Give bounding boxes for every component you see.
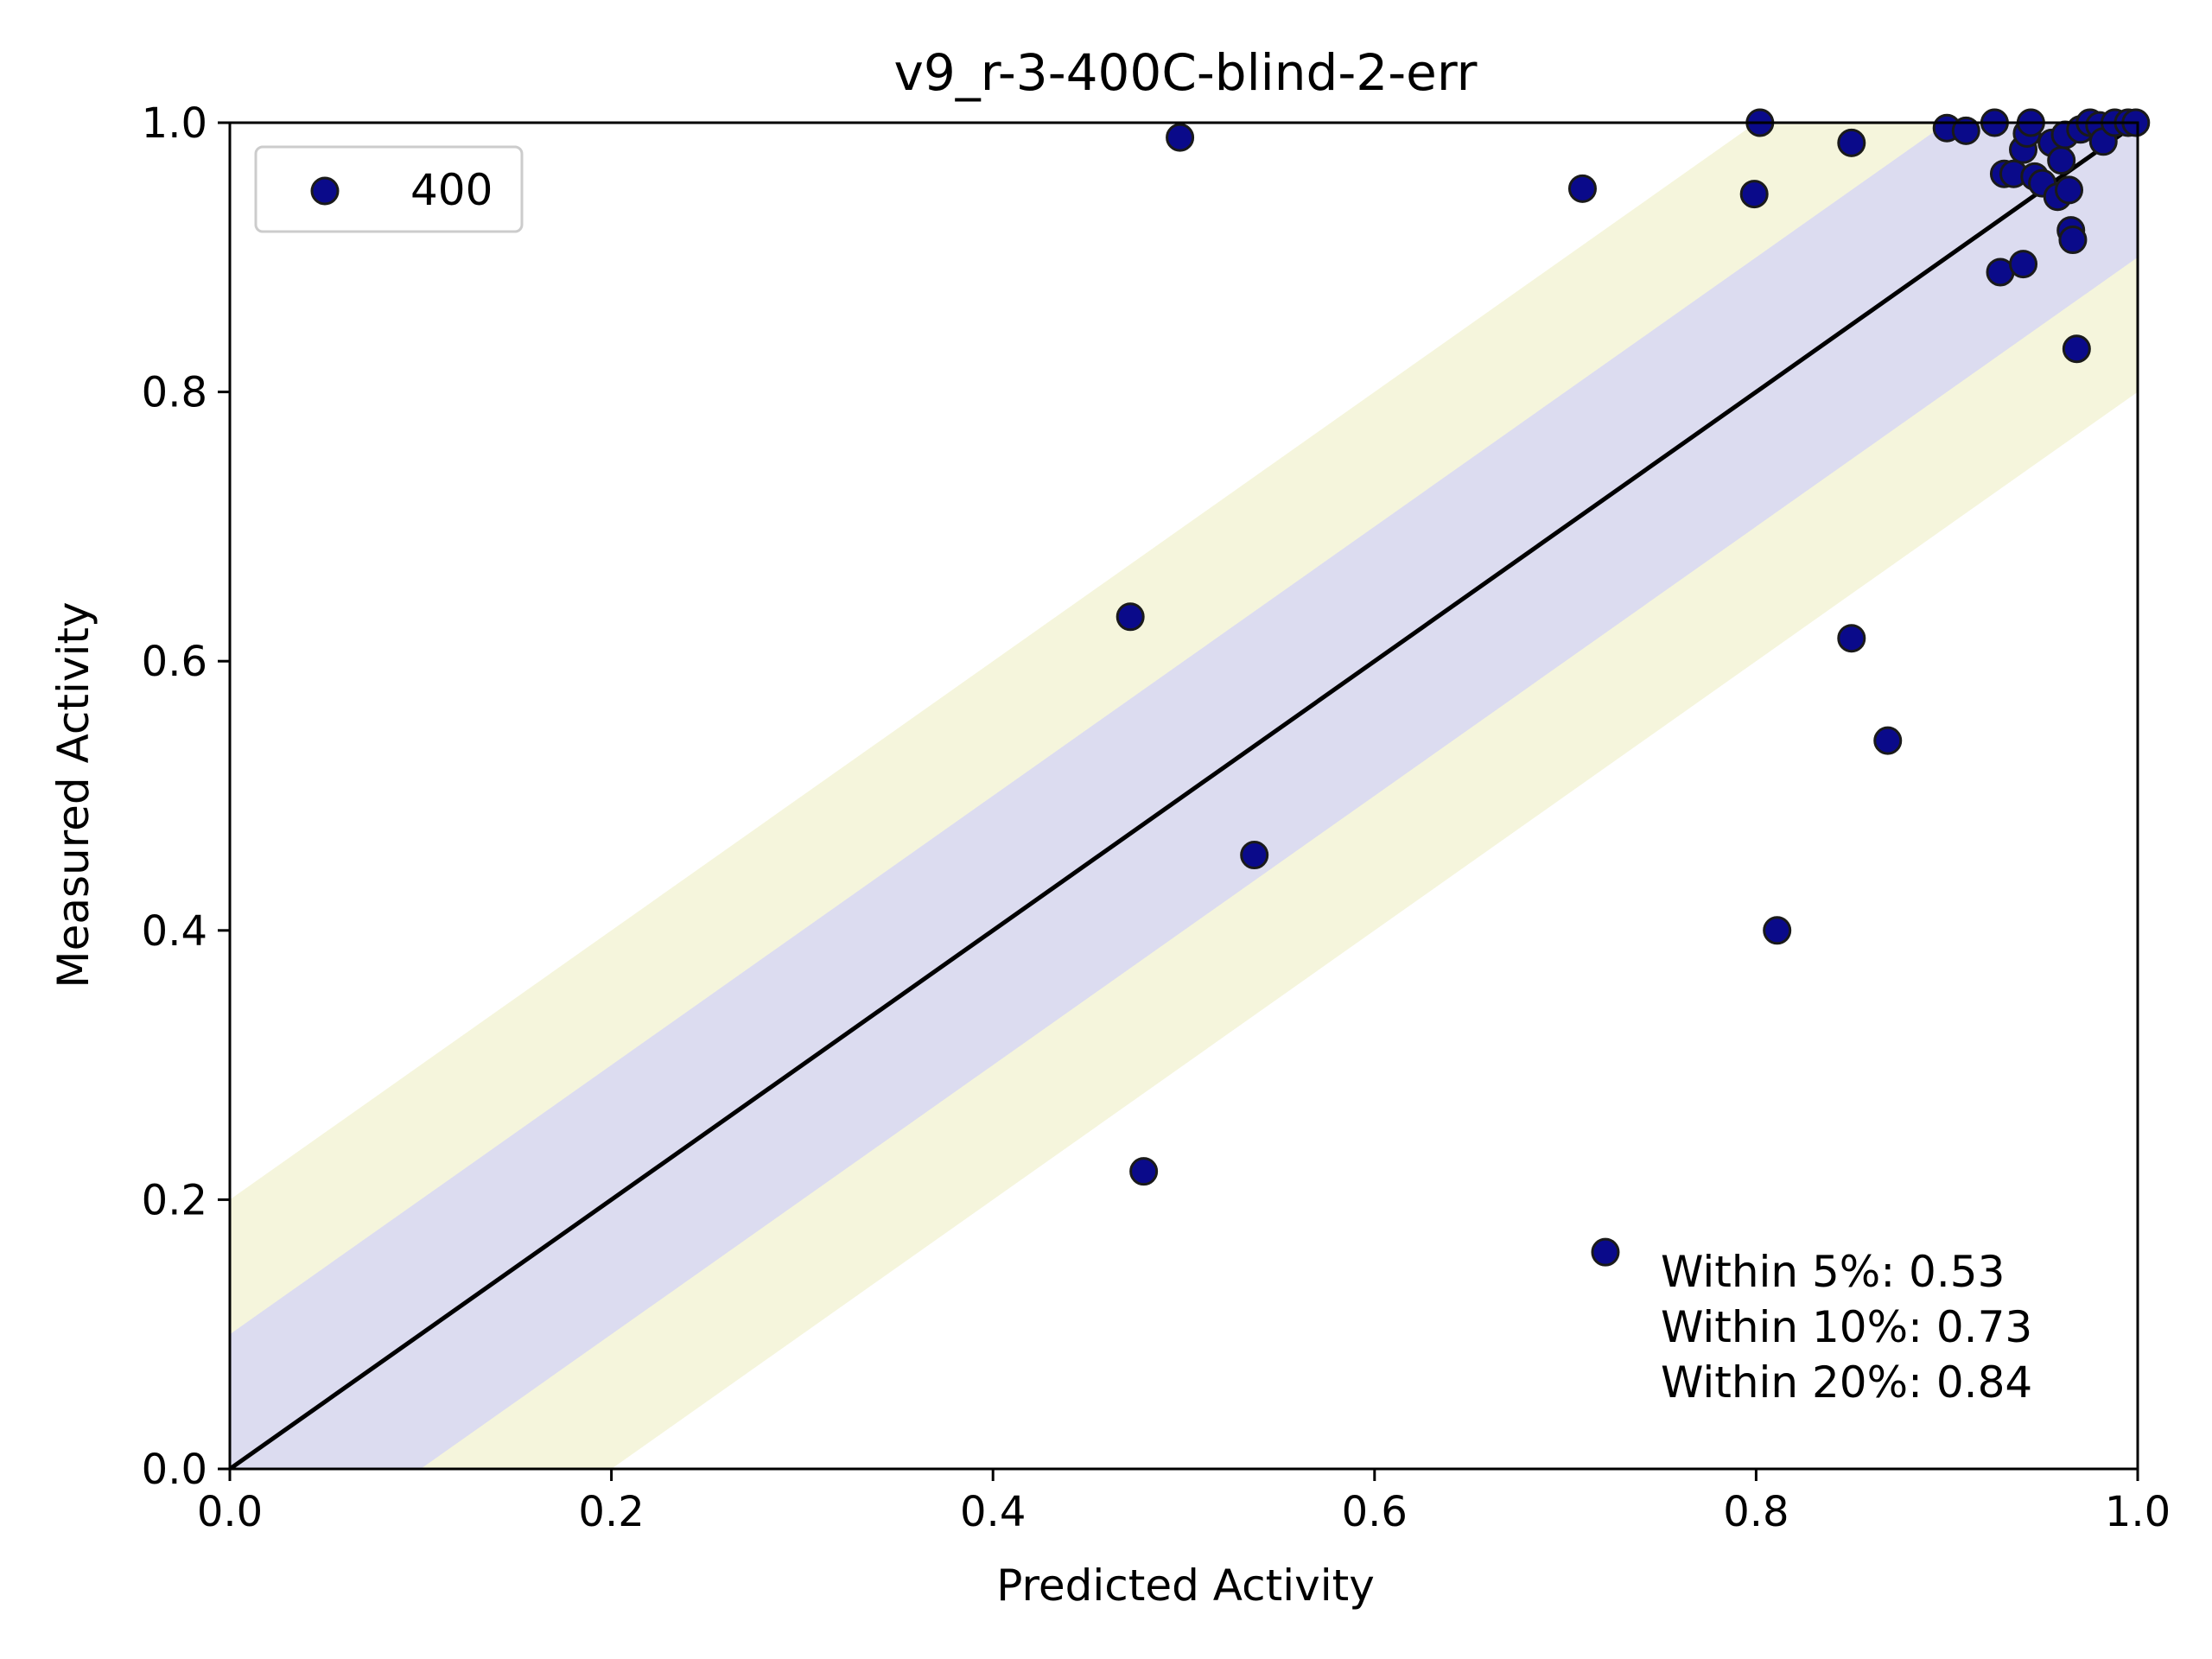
within-10-stat: Within 10%: 0.73 xyxy=(1661,1302,2032,1352)
data-point xyxy=(1591,1237,1620,1267)
x-axis-label: Predicted Activity xyxy=(996,1560,1375,1611)
y-tick-label: 0.4 xyxy=(142,907,207,956)
y-axis-label: Measured Activity xyxy=(48,601,99,988)
data-point xyxy=(2009,250,2038,279)
y-tick-label: 0.2 xyxy=(142,1176,207,1224)
plot-area xyxy=(228,108,2151,1471)
y-tick-label: 0.8 xyxy=(142,369,207,417)
data-point xyxy=(1951,116,1980,145)
data-points xyxy=(1116,108,2151,1267)
x-tick-label: 1.0 xyxy=(2105,1488,2171,1536)
within-20-stat: Within 20%: 0.84 xyxy=(1661,1357,2032,1408)
data-point xyxy=(1739,180,1769,209)
legend-label: 400 xyxy=(410,165,493,215)
data-point xyxy=(1166,123,1195,152)
data-point xyxy=(1240,841,1269,870)
chart-title: v9_r-3-400C-blind-2-err xyxy=(894,43,1478,102)
data-point xyxy=(1763,916,1792,945)
y-tick-label: 0.0 xyxy=(142,1446,207,1494)
data-point xyxy=(2055,175,2084,205)
data-point xyxy=(2058,226,2088,255)
plot-frame xyxy=(228,121,2139,1471)
legend-marker xyxy=(310,176,340,206)
legend-frame xyxy=(254,145,524,233)
within-stats-annotation: Within 5%: 0.53 Within 10%: 0.73 Within … xyxy=(1661,1247,2032,1408)
data-point xyxy=(1837,624,1866,653)
x-tick-label: 0.4 xyxy=(960,1488,1026,1536)
data-point xyxy=(1837,128,1866,157)
y-tick-label: 0.6 xyxy=(142,638,207,686)
x-tick-label: 0.8 xyxy=(1723,1488,1789,1536)
within-5-stat: Within 5%: 0.53 xyxy=(1661,1247,2005,1297)
data-point xyxy=(2062,334,2091,364)
data-point xyxy=(2047,146,2076,175)
data-point xyxy=(1116,602,1145,632)
legend: 400 xyxy=(254,145,524,233)
data-point xyxy=(1873,726,1903,755)
identity-line xyxy=(230,123,2138,1469)
x-tick-label: 0.0 xyxy=(197,1488,263,1536)
identity-line-layer xyxy=(230,123,2138,1469)
x-axis-ticks: 0.0 0.2 0.4 0.6 0.8 1.0 xyxy=(197,1469,2171,1536)
x-tick-label: 0.6 xyxy=(1342,1488,1408,1536)
y-tick-label: 1.0 xyxy=(142,99,207,148)
data-point xyxy=(1129,1157,1159,1186)
x-tick-label: 0.2 xyxy=(578,1488,644,1536)
data-point xyxy=(1567,174,1597,203)
y-axis-ticks: 0.0 0.2 0.4 0.6 0.8 1.0 xyxy=(142,99,230,1494)
